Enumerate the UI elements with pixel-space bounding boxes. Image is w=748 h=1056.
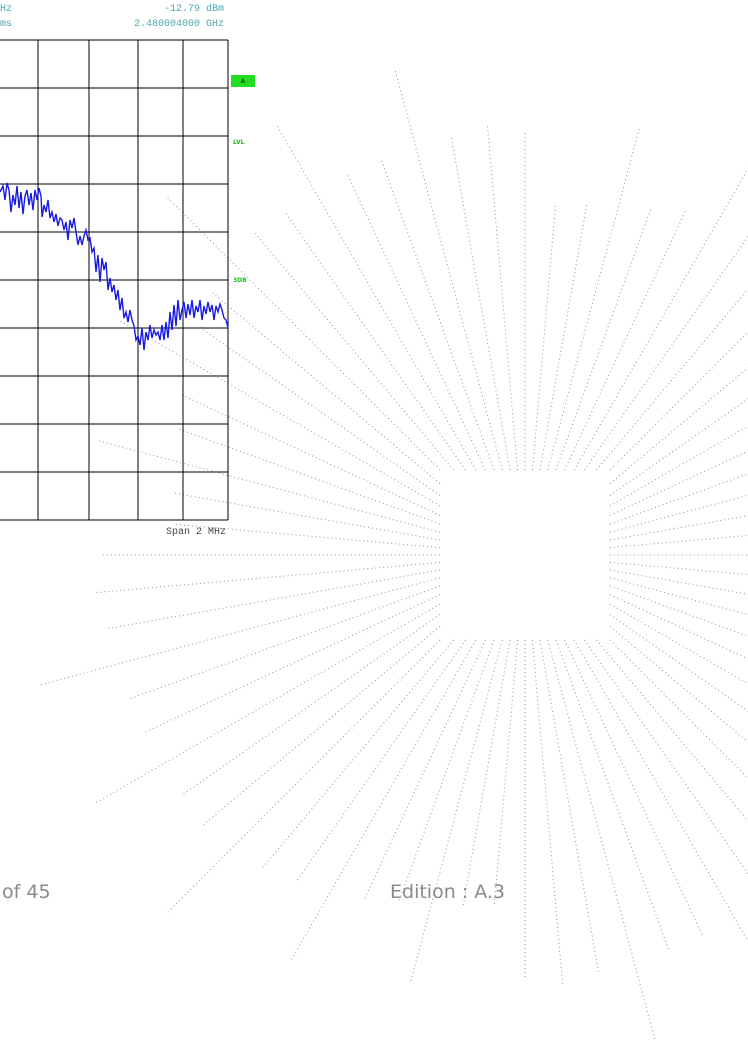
ray: [175, 523, 441, 549]
ray: [609, 614, 748, 712]
ray: [202, 625, 441, 827]
header-right: 2.480004000 GHz: [134, 19, 224, 30]
ray: [609, 561, 748, 576]
ray: [609, 534, 748, 549]
ray: [174, 492, 441, 541]
ray: [176, 427, 441, 525]
ray: [531, 639, 564, 984]
ray: [96, 561, 441, 594]
ray: [609, 569, 748, 595]
ray: [609, 398, 748, 496]
ray: [119, 320, 441, 507]
edition: Edition : A.3: [390, 881, 505, 903]
ray: [253, 232, 455, 471]
ray: [93, 603, 441, 805]
ray: [380, 159, 495, 471]
ray: [409, 639, 503, 984]
ray: [96, 439, 441, 533]
ray: [564, 211, 686, 471]
ray: [129, 585, 441, 700]
ray: [295, 639, 466, 882]
marker-box: [231, 75, 255, 87]
ray: [105, 569, 441, 630]
ray: [394, 68, 503, 471]
side-label: A: [241, 78, 246, 85]
watermark: [38, 68, 748, 1042]
ray: [181, 394, 441, 516]
ray: [347, 175, 486, 471]
ray: [573, 639, 748, 943]
ray: [539, 639, 600, 975]
ray: [275, 123, 477, 471]
ray: [397, 639, 495, 904]
ray: [531, 205, 557, 471]
ray: [609, 585, 748, 637]
ray: [181, 614, 441, 796]
ray: [573, 167, 748, 471]
header-left: ms: [0, 19, 12, 30]
ray: [547, 126, 641, 471]
ray: [609, 639, 748, 779]
ray: [609, 331, 748, 471]
ray: [609, 603, 748, 685]
ray: [38, 577, 441, 686]
ray: [609, 594, 748, 660]
ray: [450, 135, 511, 471]
ray: [609, 625, 748, 743]
ray: [595, 288, 748, 471]
span-label: Span 2 MHz: [166, 527, 226, 538]
ray: [609, 515, 748, 541]
header-left: Hz: [0, 4, 12, 15]
ray: [493, 639, 519, 905]
ray: [145, 594, 441, 733]
screenshot: Hz ms -12.79 dBm 2.480004000 GHz A LVL 3…: [0, 3, 255, 538]
ray: [584, 639, 748, 875]
page-number: of 45: [2, 881, 51, 903]
ray: [555, 206, 653, 471]
ray: [364, 639, 486, 899]
ray: [609, 473, 748, 525]
grid: [0, 39, 229, 521]
trace: [0, 182, 229, 351]
ray: [547, 639, 656, 1042]
ray: [609, 367, 748, 485]
ray: [167, 639, 441, 913]
ray: [462, 639, 511, 906]
ray: [595, 639, 748, 822]
ray: [209, 290, 441, 485]
side-label: 3DB: [233, 277, 247, 284]
ray: [584, 235, 748, 471]
header-right: -12.79 dBm: [164, 3, 224, 15]
ray: [609, 577, 748, 616]
side-label: LVL: [233, 139, 245, 146]
ray: [564, 639, 703, 935]
ray: [260, 639, 455, 871]
ray: [290, 639, 477, 961]
ray: [284, 211, 466, 471]
ray: [167, 197, 441, 471]
ray: [609, 494, 748, 533]
ray: [555, 639, 670, 951]
ray: [198, 325, 441, 496]
ray: [539, 204, 588, 471]
ray: [486, 126, 519, 471]
